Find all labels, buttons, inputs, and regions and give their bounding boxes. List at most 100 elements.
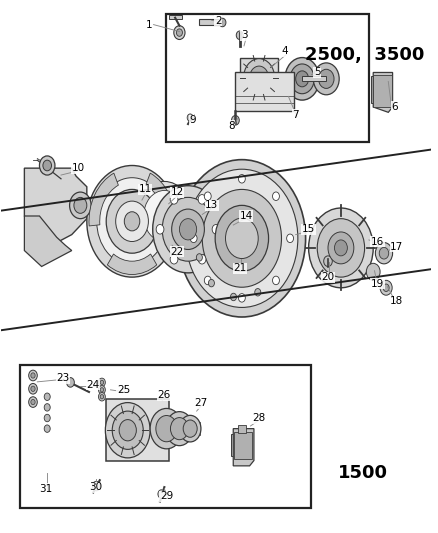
Text: 31: 31 bbox=[39, 484, 53, 494]
Circle shape bbox=[215, 205, 268, 271]
Circle shape bbox=[98, 392, 105, 401]
Circle shape bbox=[44, 393, 50, 400]
Circle shape bbox=[317, 219, 364, 277]
Polygon shape bbox=[25, 168, 87, 243]
Text: 1: 1 bbox=[145, 20, 152, 30]
Circle shape bbox=[198, 254, 205, 264]
Circle shape bbox=[236, 31, 243, 39]
Circle shape bbox=[196, 254, 202, 261]
Text: 23: 23 bbox=[57, 373, 70, 383]
Circle shape bbox=[100, 387, 103, 392]
Circle shape bbox=[243, 59, 274, 97]
Bar bbox=[166, 14, 368, 142]
Circle shape bbox=[165, 411, 193, 446]
Text: 22: 22 bbox=[170, 247, 184, 256]
Circle shape bbox=[249, 66, 268, 90]
Circle shape bbox=[173, 26, 184, 39]
Bar bbox=[106, 399, 168, 461]
Bar bbox=[166, 422, 200, 435]
Wedge shape bbox=[107, 254, 156, 274]
Text: 21: 21 bbox=[233, 263, 246, 273]
Circle shape bbox=[152, 185, 223, 273]
Circle shape bbox=[43, 160, 51, 171]
Circle shape bbox=[156, 224, 163, 234]
Circle shape bbox=[112, 411, 143, 449]
Circle shape bbox=[254, 288, 260, 296]
Circle shape bbox=[100, 394, 103, 399]
Circle shape bbox=[190, 234, 197, 243]
Circle shape bbox=[44, 425, 50, 432]
Circle shape bbox=[39, 156, 55, 175]
Circle shape bbox=[105, 402, 150, 458]
Circle shape bbox=[179, 415, 201, 442]
Bar bbox=[372, 75, 391, 107]
Circle shape bbox=[204, 276, 211, 285]
Circle shape bbox=[183, 420, 197, 437]
Circle shape bbox=[70, 192, 91, 219]
Circle shape bbox=[290, 64, 314, 94]
Circle shape bbox=[382, 284, 388, 292]
Bar bbox=[301, 76, 325, 82]
Circle shape bbox=[158, 490, 164, 498]
Circle shape bbox=[106, 189, 158, 253]
Circle shape bbox=[318, 69, 333, 88]
Text: 25: 25 bbox=[117, 385, 130, 395]
Polygon shape bbox=[233, 429, 253, 466]
Text: 29: 29 bbox=[159, 491, 173, 501]
Text: 8: 8 bbox=[227, 120, 234, 131]
Text: 13: 13 bbox=[205, 200, 218, 211]
Circle shape bbox=[170, 195, 177, 204]
Text: 17: 17 bbox=[389, 242, 403, 252]
Circle shape bbox=[219, 18, 226, 27]
Circle shape bbox=[198, 195, 205, 204]
Circle shape bbox=[238, 174, 245, 183]
Circle shape bbox=[378, 247, 388, 259]
Circle shape bbox=[202, 189, 281, 287]
Bar bbox=[235, 72, 293, 111]
Circle shape bbox=[231, 116, 239, 125]
Circle shape bbox=[74, 197, 87, 213]
Text: 12: 12 bbox=[170, 187, 184, 197]
Circle shape bbox=[170, 417, 188, 440]
Circle shape bbox=[171, 209, 204, 249]
Bar bbox=[20, 365, 310, 508]
Circle shape bbox=[187, 114, 193, 122]
Circle shape bbox=[327, 232, 353, 264]
Circle shape bbox=[179, 219, 196, 240]
Text: 24: 24 bbox=[86, 379, 100, 390]
Circle shape bbox=[44, 403, 50, 411]
Circle shape bbox=[124, 212, 139, 231]
Text: 7: 7 bbox=[292, 110, 298, 120]
Bar bbox=[230, 434, 251, 456]
Text: 28: 28 bbox=[252, 413, 265, 423]
Circle shape bbox=[143, 190, 184, 241]
Circle shape bbox=[96, 177, 167, 265]
Circle shape bbox=[28, 383, 37, 394]
Text: 16: 16 bbox=[370, 237, 383, 247]
Circle shape bbox=[308, 208, 372, 288]
Polygon shape bbox=[372, 72, 392, 112]
Bar bbox=[239, 58, 278, 98]
Bar bbox=[238, 425, 246, 433]
Circle shape bbox=[272, 192, 279, 200]
Circle shape bbox=[272, 276, 279, 285]
Circle shape bbox=[92, 481, 100, 491]
Circle shape bbox=[87, 165, 177, 277]
Circle shape bbox=[212, 224, 219, 234]
Text: 11: 11 bbox=[138, 184, 151, 195]
Text: 1500: 1500 bbox=[337, 464, 387, 482]
Circle shape bbox=[225, 218, 258, 259]
Text: 15: 15 bbox=[301, 224, 314, 235]
Polygon shape bbox=[25, 216, 71, 266]
Circle shape bbox=[31, 373, 35, 378]
Circle shape bbox=[28, 370, 37, 381]
Circle shape bbox=[98, 385, 105, 394]
Circle shape bbox=[313, 63, 339, 95]
Bar bbox=[198, 19, 222, 25]
Text: 14: 14 bbox=[239, 211, 252, 221]
Text: 2500,  3500: 2500, 3500 bbox=[304, 46, 423, 64]
Circle shape bbox=[67, 377, 74, 387]
Text: 10: 10 bbox=[71, 163, 85, 173]
Bar bbox=[168, 14, 181, 19]
Text: 3: 3 bbox=[240, 30, 247, 41]
